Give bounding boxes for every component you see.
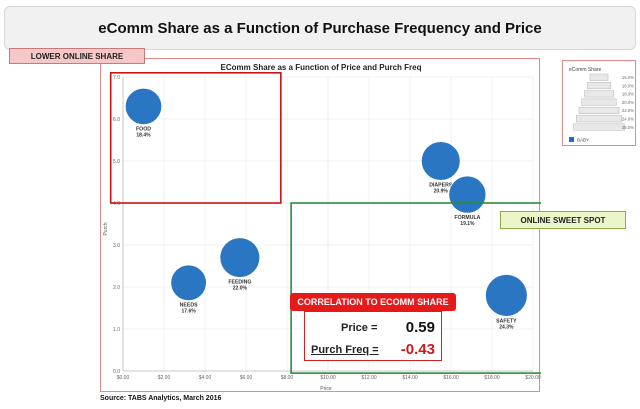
y-tick-label: 3.0 bbox=[113, 243, 120, 249]
legend-size-label: 24.0% bbox=[622, 117, 634, 122]
legend-title: eComm Share bbox=[569, 67, 601, 73]
legend-size-step bbox=[578, 106, 620, 114]
x-tick-label: $6.00 bbox=[240, 375, 253, 381]
bubble-label: DIAPERS bbox=[429, 182, 453, 188]
bubble-share-label: 18.4% bbox=[136, 133, 151, 139]
y-tick-label: 5.0 bbox=[113, 159, 120, 165]
page-title: eComm Share as a Function of Purchase Fr… bbox=[98, 19, 542, 37]
online-sweet-spot-callout: ONLINE SWEET SPOT bbox=[500, 211, 626, 229]
bubble-label: FORMULA bbox=[454, 215, 480, 221]
bubble-feeding[interactable] bbox=[219, 237, 261, 278]
legend-size-step bbox=[576, 115, 622, 123]
legend-size-step bbox=[581, 98, 617, 106]
bubble-share-label: 20.9% bbox=[434, 188, 449, 194]
x-tick-label: $16.00 bbox=[443, 375, 459, 381]
legend: eComm Share 15.0% 16.0% 18.0% 20.0% 22.0% 24.… bbox=[562, 60, 636, 146]
bubble-formula[interactable] bbox=[448, 175, 487, 214]
bubble-share-label: 22.0% bbox=[233, 286, 248, 292]
bubble-label: SAFETY bbox=[496, 318, 517, 324]
correlation-header: CORRELATION TO ECOMM SHARE bbox=[290, 293, 456, 311]
x-axis-label: Price bbox=[320, 386, 332, 392]
freq-correlation-label: Purch Freq = bbox=[311, 343, 379, 356]
legend-swatch bbox=[569, 137, 574, 142]
y-tick-label: 2.0 bbox=[113, 285, 120, 291]
bubble-diapers[interactable] bbox=[420, 141, 461, 181]
bubble-label: NEEDS bbox=[180, 303, 198, 309]
price-correlation-label: Price = bbox=[341, 321, 378, 334]
y-tick-label: 6.0 bbox=[113, 117, 120, 123]
bubble-food[interactable] bbox=[124, 87, 163, 126]
price-correlation-value: 0.59 bbox=[405, 319, 435, 336]
x-tick-label: $0.00 bbox=[117, 375, 130, 381]
source-note: Source: TABS Analytics, March 2016 bbox=[100, 395, 222, 402]
x-tick-label: $8.00 bbox=[281, 375, 294, 381]
legend-size-step bbox=[584, 90, 614, 98]
y-tick-label: 0.0 bbox=[113, 369, 120, 375]
legend-graphic: eComm Share 15.0% 16.0% 18.0% 20.0% 22.0% 24.… bbox=[569, 67, 634, 143]
bubble-share-label: 24.3% bbox=[499, 324, 514, 330]
legend-size-label: 16.0% bbox=[622, 83, 634, 88]
freq-correlation-value: -0.43 bbox=[400, 341, 435, 358]
bubble-label: FOOD bbox=[136, 127, 151, 133]
x-tick-label: $2.00 bbox=[158, 375, 171, 381]
chart-title: EComm Share as a Function of Price and P… bbox=[221, 63, 422, 72]
y-tick-label: 4.0 bbox=[113, 201, 120, 207]
x-tick-label: $12.00 bbox=[361, 375, 377, 381]
legend-size-step bbox=[587, 82, 611, 90]
bubble-share-label: 17.6% bbox=[182, 309, 197, 315]
x-tick-label: $20.00 bbox=[525, 375, 541, 381]
y-tick-label: 1.0 bbox=[113, 327, 120, 333]
x-tick-label: $18.00 bbox=[484, 375, 500, 381]
correlation-box: Price = 0.59 Purch Freq = -0.43 bbox=[304, 311, 442, 361]
price-correlation-row: Price = 0.59 bbox=[311, 319, 435, 336]
legend-size-label: 20.0% bbox=[622, 100, 634, 105]
legend-size-step bbox=[573, 123, 625, 131]
lower-online-share-callout: LOWER ONLINE SHARE bbox=[9, 48, 145, 64]
x-tick-label: $10.00 bbox=[320, 375, 336, 381]
bubble-needs[interactable] bbox=[170, 264, 207, 302]
freq-correlation-row: Purch Freq = -0.43 bbox=[311, 341, 435, 358]
legend-size-label: 22.0% bbox=[622, 108, 634, 113]
bubble-safety[interactable] bbox=[485, 274, 528, 317]
online-sweet-spot-box bbox=[290, 202, 541, 374]
legend-size-label: 15.0% bbox=[622, 75, 634, 80]
bubble-share-label: 19.1% bbox=[460, 221, 475, 227]
lower-online-share-box bbox=[109, 72, 282, 204]
y-axis-label: Purch bbox=[103, 222, 109, 235]
legend-size-label: 18.0% bbox=[622, 92, 634, 97]
legend-size-step bbox=[589, 73, 609, 81]
bubble-label: FEEDING bbox=[228, 280, 251, 286]
legend-series-name: BABY bbox=[577, 138, 589, 143]
page-title-bar: eComm Share as a Function of Purchase Fr… bbox=[4, 6, 636, 50]
x-tick-label: $4.00 bbox=[199, 375, 212, 381]
legend-size-label: 25.0% bbox=[622, 125, 634, 130]
y-tick-label: 7.0 bbox=[113, 75, 120, 81]
x-tick-label: $14.00 bbox=[402, 375, 418, 381]
